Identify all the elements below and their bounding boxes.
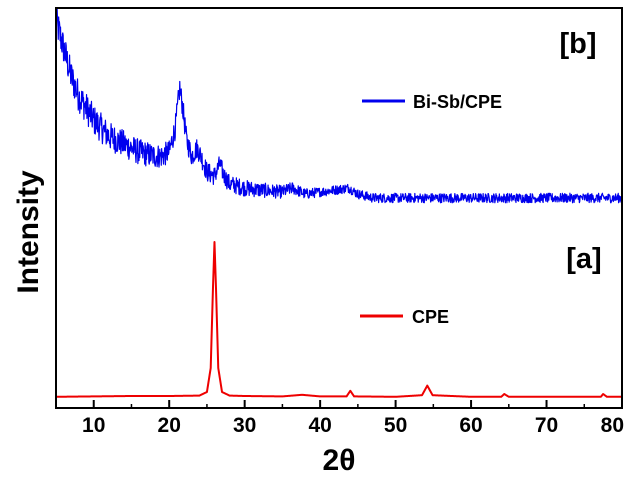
x-tick-label-40: 40: [308, 414, 331, 437]
y-axis-title: Intensity: [12, 170, 45, 294]
legend-label-bi-sb-cpe: Bi-Sb/CPE: [413, 92, 502, 112]
x-axis-title: 2θ: [323, 444, 356, 477]
legend-cpe: CPE: [360, 307, 449, 327]
legend-label-cpe: CPE: [412, 307, 449, 327]
x-tick-label-60: 60: [459, 414, 482, 437]
x-tick-label-70: 70: [535, 414, 558, 437]
x-tick-label-10: 10: [82, 414, 105, 437]
series-layer: [56, 8, 622, 398]
panel-label-b: [b]: [559, 28, 596, 60]
x-tick-label-20: 20: [158, 414, 181, 437]
x-tick-label-50: 50: [384, 414, 407, 437]
plot-frame: [55, 7, 623, 409]
x-tick-label-80: 80: [601, 414, 624, 437]
x-tick-label-30: 30: [233, 414, 256, 437]
series-line-cpe: [56, 241, 622, 398]
legend-bi-sb-cpe: Bi-Sb/CPE: [362, 92, 502, 112]
series-line-bi-sb-cpe: [56, 8, 622, 204]
panel-label-a: [a]: [566, 243, 601, 275]
x-axis-ticks: 10 20 30 40 50 60 70 80: [82, 400, 624, 437]
